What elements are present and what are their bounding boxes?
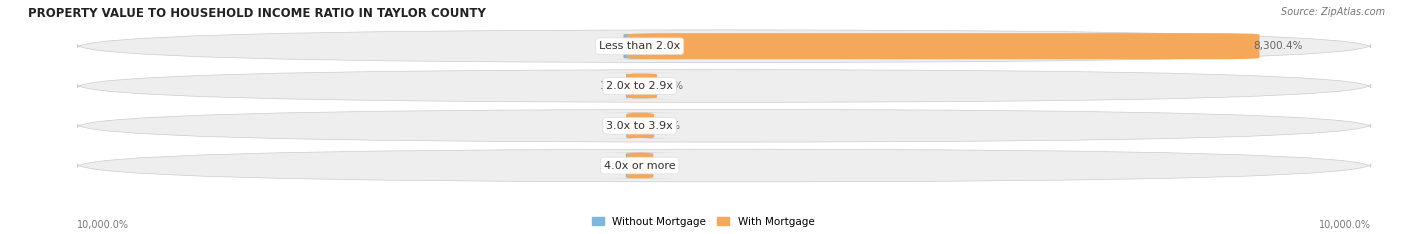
FancyBboxPatch shape bbox=[77, 110, 1371, 142]
FancyBboxPatch shape bbox=[602, 153, 679, 179]
Text: 10,000.0%: 10,000.0% bbox=[77, 220, 129, 230]
FancyBboxPatch shape bbox=[600, 33, 675, 59]
Text: 3.0x to 3.9x: 3.0x to 3.9x bbox=[606, 121, 673, 131]
FancyBboxPatch shape bbox=[77, 30, 1371, 62]
Text: 2.0x to 2.9x: 2.0x to 2.9x bbox=[606, 81, 673, 91]
FancyBboxPatch shape bbox=[602, 113, 679, 139]
FancyBboxPatch shape bbox=[600, 113, 678, 139]
Text: PROPERTY VALUE TO HOUSEHOLD INCOME RATIO IN TAYLOR COUNTY: PROPERTY VALUE TO HOUSEHOLD INCOME RATIO… bbox=[28, 7, 486, 20]
Text: Less than 2.0x: Less than 2.0x bbox=[599, 41, 681, 51]
Text: 17.4%: 17.4% bbox=[599, 161, 633, 171]
Text: 13.1%: 13.1% bbox=[599, 81, 633, 91]
Text: 59.7%: 59.7% bbox=[596, 41, 630, 51]
FancyBboxPatch shape bbox=[606, 73, 679, 99]
FancyBboxPatch shape bbox=[627, 33, 1260, 59]
FancyBboxPatch shape bbox=[77, 149, 1371, 182]
Text: 8,300.4%: 8,300.4% bbox=[1253, 41, 1302, 51]
Text: 59.7%: 59.7% bbox=[651, 81, 683, 91]
Text: 9.9%: 9.9% bbox=[647, 161, 673, 171]
Text: 19.8%: 19.8% bbox=[648, 121, 681, 131]
Text: 4.0x or more: 4.0x or more bbox=[605, 161, 675, 171]
Legend: Without Mortgage, With Mortgage: Without Mortgage, With Mortgage bbox=[589, 215, 817, 229]
FancyBboxPatch shape bbox=[600, 73, 678, 99]
FancyBboxPatch shape bbox=[77, 70, 1371, 102]
Text: Source: ZipAtlas.com: Source: ZipAtlas.com bbox=[1281, 7, 1385, 17]
FancyBboxPatch shape bbox=[600, 153, 678, 179]
Text: 10,000.0%: 10,000.0% bbox=[1319, 220, 1371, 230]
Text: 7.9%: 7.9% bbox=[606, 121, 633, 131]
